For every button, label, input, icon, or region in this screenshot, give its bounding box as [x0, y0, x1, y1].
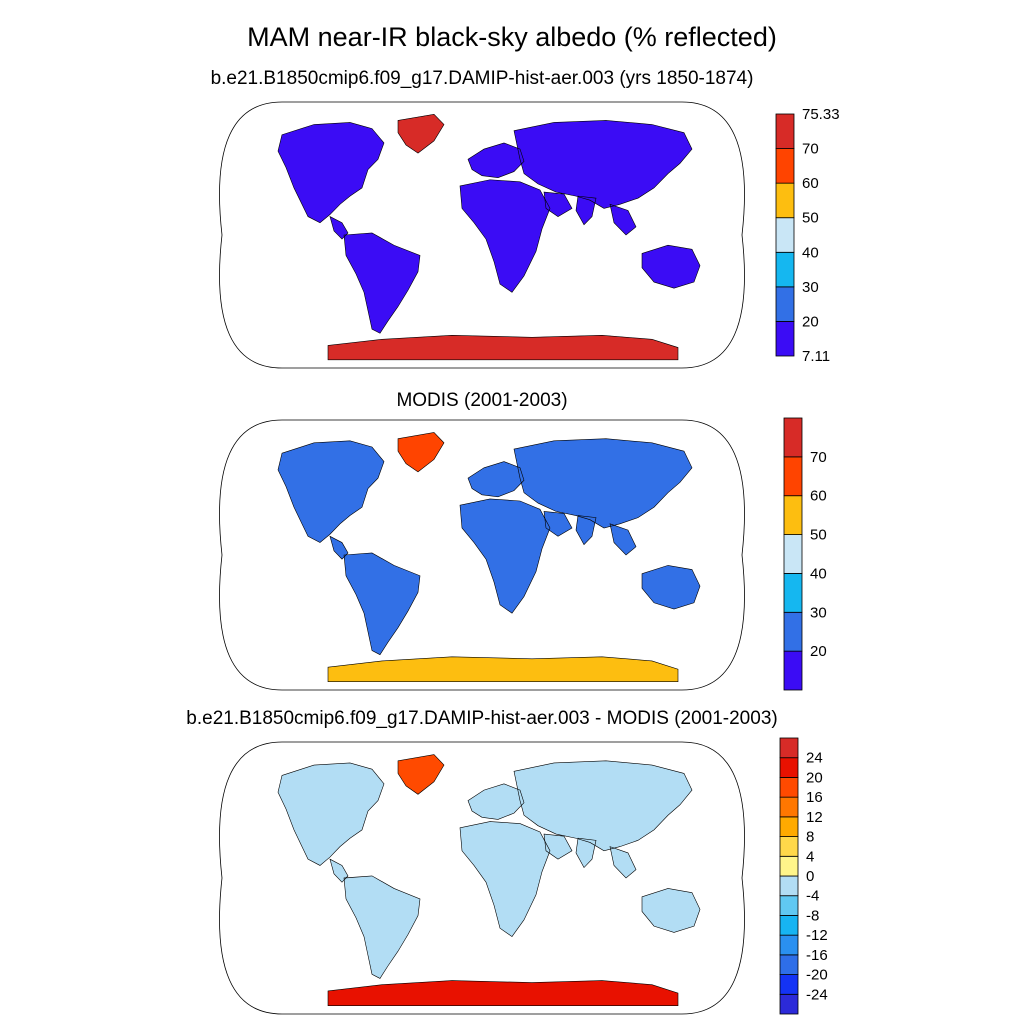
- colorbar-tick-label: 30: [810, 604, 827, 621]
- colorbar-box: [779, 816, 799, 837]
- colorbar-tick-label: 24: [806, 750, 823, 767]
- colorbar-box: [783, 495, 803, 535]
- colorbar-box: [775, 286, 795, 322]
- colorbar-tick-label: 50: [802, 210, 819, 227]
- colorbar-box: [779, 915, 799, 936]
- colorbar-tick-label: 12: [806, 809, 823, 826]
- colorbar-box: [783, 650, 803, 691]
- colorbar-box: [775, 321, 795, 357]
- colorbar-tick-label: 16: [806, 789, 823, 806]
- colorbar-tick-label: -16: [806, 947, 828, 964]
- colorbar-tick-label: 8: [806, 829, 814, 846]
- colorbar-2: 20 30 40 50 60 70: [783, 417, 827, 691]
- colorbar-box: [783, 611, 803, 652]
- colorbar-tick-label: 20: [810, 643, 827, 660]
- colorbar-tick-label: -12: [806, 927, 828, 944]
- colorbar-tick-label: 50: [810, 527, 827, 544]
- colorbar-tick-label: 75.33: [802, 106, 840, 123]
- colorbar-tick-label: 60: [810, 488, 827, 505]
- colorbar-tick-label: -20: [806, 967, 828, 984]
- colorbar-box: [775, 113, 795, 149]
- colorbar-box: [779, 796, 799, 818]
- colorbar-box: [783, 534, 803, 574]
- map-panel-3: [220, 742, 745, 1014]
- colorbar-box: [779, 895, 799, 916]
- map-panel-1: [220, 102, 745, 368]
- colorbar-box: [775, 148, 795, 184]
- colorbar-box: [783, 573, 803, 613]
- colorbar-tick-label: 40: [802, 244, 819, 261]
- colorbar-tick-label: 70: [802, 141, 819, 158]
- panel-2-title: MODIS (2001-2003): [396, 390, 568, 411]
- colorbar-1: 7.11 20 30 40 50 60 70 75.33: [775, 106, 840, 365]
- colorbar-tick-label: -4: [806, 888, 819, 905]
- colorbar-tick-label: 7.11: [802, 348, 830, 365]
- panel-1-title: b.e21.B1850cmip6.f09_g17.DAMIP-hist-aer.…: [210, 68, 754, 89]
- colorbar-tick-label: -24: [806, 986, 828, 1003]
- colorbar-box: [779, 757, 799, 778]
- colorbar-tick-label: 4: [806, 848, 814, 865]
- colorbar-tick-label: -8: [806, 907, 819, 924]
- colorbar-box: [779, 777, 799, 798]
- colorbar-box: [775, 182, 795, 219]
- colorbar-tick-label: 20: [802, 313, 819, 330]
- colorbar-box: [779, 875, 799, 897]
- colorbar-tick-label: 20: [806, 769, 823, 786]
- colorbar-tick-label: 30: [802, 279, 819, 296]
- colorbar-box: [775, 217, 795, 253]
- colorbar-tick-label: 70: [810, 449, 827, 466]
- colorbar-tick-label: 0: [806, 868, 814, 885]
- figure-title: MAM near-IR black-sky albedo (% reflecte…: [247, 22, 777, 52]
- colorbar-box: [783, 417, 803, 458]
- colorbar-box: [783, 456, 803, 497]
- panel-3-title: b.e21.B1850cmip6.f09_g17.DAMIP-hist-aer.…: [186, 708, 778, 729]
- colorbar-box: [779, 836, 799, 857]
- colorbar-box: [779, 993, 799, 1015]
- colorbar-box: [779, 737, 799, 759]
- colorbar-tick-label: 40: [810, 565, 827, 582]
- colorbar-box: [779, 934, 799, 956]
- colorbar-box: [779, 855, 799, 877]
- colorbar-box: [775, 251, 795, 288]
- map-panel-2: [220, 420, 745, 690]
- colorbar-tick-label: 60: [802, 175, 819, 192]
- colorbar-box: [779, 974, 799, 995]
- colorbar-box: [779, 954, 799, 975]
- colorbar-3: -24 -20 -16 -12 -8 -4 0 4 8 12 16 20 24: [779, 737, 828, 1015]
